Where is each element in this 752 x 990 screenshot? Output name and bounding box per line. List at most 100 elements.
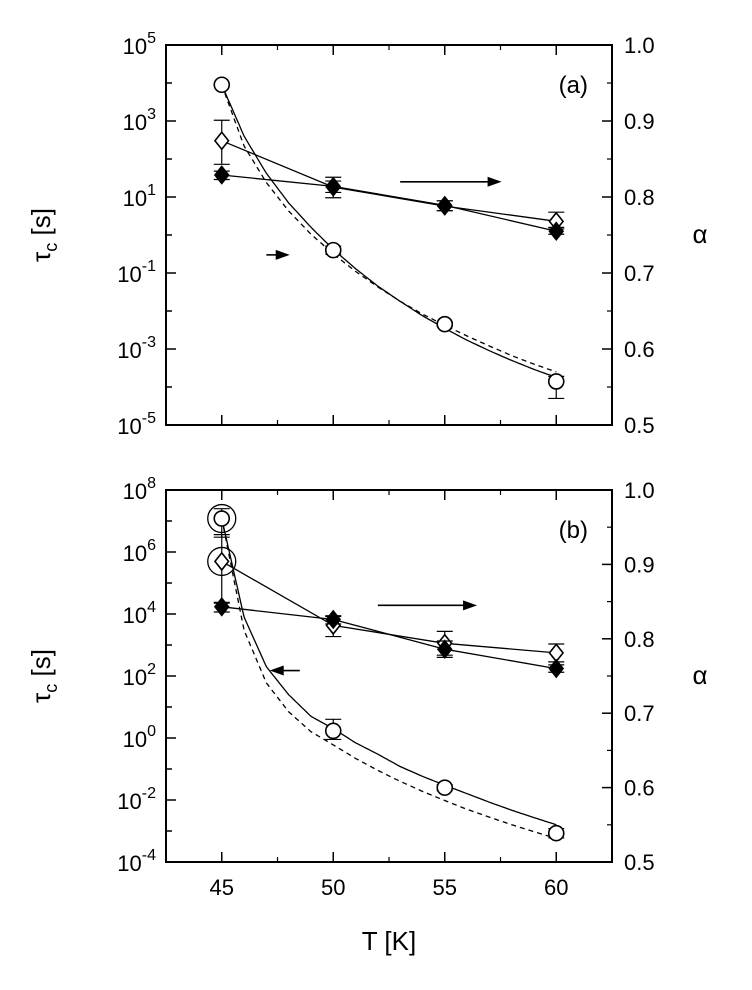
y-tick-label: 10-3	[117, 334, 156, 363]
y-tick-exponent: 1	[147, 182, 156, 199]
y-tick-base: 10	[117, 851, 141, 876]
y2-tick-label: 0.6	[624, 776, 655, 801]
fit-curve-dashed	[221, 84, 557, 373]
fit-curve	[221, 560, 557, 654]
data-point-filled-diamond	[213, 165, 230, 185]
y-tick-exponent: 0	[147, 723, 156, 740]
y-tick-label: 108	[123, 475, 156, 504]
y2-tick-label: 0.7	[624, 701, 655, 726]
y2-tick-label: 0.9	[624, 109, 655, 134]
y2-tick-label: 0.7	[624, 261, 655, 286]
data-point-filled-diamond	[548, 221, 565, 241]
y-tick-label: 103	[123, 106, 156, 135]
y-tick-label: 106	[123, 537, 156, 566]
y2-tick-label: 1.0	[624, 478, 655, 503]
y-tick-base: 10	[117, 789, 141, 814]
y2-tick-label: 0.5	[624, 413, 655, 438]
highlight-ring	[207, 546, 237, 577]
data-point-open-circle	[213, 76, 231, 94]
y-tick-label: 100	[123, 723, 156, 752]
y-axis-title: τc [s]	[26, 208, 61, 262]
x-tick-label: 45	[210, 875, 234, 900]
y-tick-label: 10-2	[117, 785, 156, 814]
y-tick-exponent: 8	[147, 475, 156, 492]
y-axis-title: τc [s]	[26, 649, 61, 703]
data-point-open-circle	[547, 824, 565, 842]
data-point-filled-diamond	[548, 658, 565, 679]
y-tick-base: 10	[123, 34, 147, 59]
y-tick-exponent: 2	[147, 661, 156, 678]
x-tick-label: 50	[321, 875, 345, 900]
y-tick-label: 10-4	[117, 847, 156, 876]
data-point-open-circle	[436, 779, 454, 796]
plot-frame	[165, 44, 613, 426]
data-point-open-circle	[324, 241, 342, 259]
fit-curve	[221, 140, 557, 222]
y-axis-symbol: τ	[26, 692, 56, 703]
y-tick-exponent: -5	[142, 410, 156, 427]
x-tick-label: 60	[544, 875, 568, 900]
y-axis-subscript: c	[41, 243, 61, 252]
y2-axis-title: α	[692, 219, 707, 249]
y-tick-label: 10-5	[117, 410, 156, 439]
y-axis-unit: [s]	[26, 649, 56, 684]
arrow-head	[487, 176, 502, 187]
data-point-open-circle	[213, 510, 231, 527]
fit-curve	[221, 84, 557, 378]
x-tick-label: 55	[433, 875, 457, 900]
data-point-filled-diamond	[325, 609, 342, 630]
y-tick-base: 10	[117, 262, 141, 287]
y-tick-base: 10	[123, 727, 147, 752]
y-tick-label: 10-1	[117, 258, 156, 287]
y-axis-subscript: c	[41, 684, 61, 693]
y-tick-base: 10	[123, 665, 147, 690]
y-axis-symbol: τ	[26, 251, 56, 262]
panel-label: (b)	[559, 517, 588, 544]
arrow-head	[269, 665, 284, 676]
plot-frame	[165, 489, 613, 863]
data-point-open-circle	[436, 315, 454, 333]
arrow-head	[463, 600, 478, 611]
y-tick-base: 10	[123, 603, 147, 628]
data-point-open-circle	[324, 722, 342, 740]
y-tick-label: 104	[123, 599, 156, 628]
y-tick-exponent: -4	[142, 847, 156, 864]
data-point-filled-diamond	[213, 597, 230, 617]
y-tick-exponent: -2	[142, 785, 156, 802]
data-point-open-diamond	[213, 551, 230, 572]
data-point-filled-diamond	[325, 176, 342, 197]
y-tick-base: 10	[117, 338, 141, 363]
y-tick-base: 10	[123, 479, 147, 504]
y-tick-exponent: -1	[142, 258, 156, 275]
fit-curve	[221, 518, 557, 826]
panel-label: (a)	[559, 72, 588, 99]
y-tick-exponent: 6	[147, 537, 156, 554]
y-tick-base: 10	[123, 110, 147, 135]
y-tick-exponent: 4	[147, 599, 156, 616]
panel-a-chart: 10-510-310-11011031050.50.60.70.80.91.0τ…	[26, 30, 708, 439]
data-point-open-diamond	[213, 130, 230, 151]
data-point-filled-diamond	[436, 195, 453, 216]
y-tick-label: 105	[123, 30, 156, 59]
x-axis-title: T [K]	[362, 926, 416, 956]
fit-curve-dashed	[221, 518, 557, 839]
y2-tick-label: 0.5	[624, 850, 655, 875]
y-tick-exponent: 5	[147, 30, 156, 47]
y-axis-unit: [s]	[26, 208, 56, 243]
arrow-head	[275, 249, 290, 260]
y2-axis-title: α	[692, 660, 707, 690]
y2-tick-label: 1.0	[624, 33, 655, 58]
data-point-open-circle	[547, 373, 565, 390]
y2-tick-label: 0.6	[624, 337, 655, 362]
fit-curve	[221, 606, 557, 670]
y-tick-exponent: -3	[142, 334, 156, 351]
y2-tick-label: 0.8	[624, 627, 655, 652]
plot-area	[221, 84, 557, 378]
panel-b-chart: 45 50 55 6010-410-21001021041061080.50.60.7…	[26, 475, 708, 956]
y-tick-label: 101	[123, 182, 156, 211]
y-tick-base: 10	[123, 541, 147, 566]
y2-tick-label: 0.9	[624, 552, 655, 577]
data-point-filled-diamond	[436, 639, 453, 659]
plot-area	[221, 518, 557, 839]
